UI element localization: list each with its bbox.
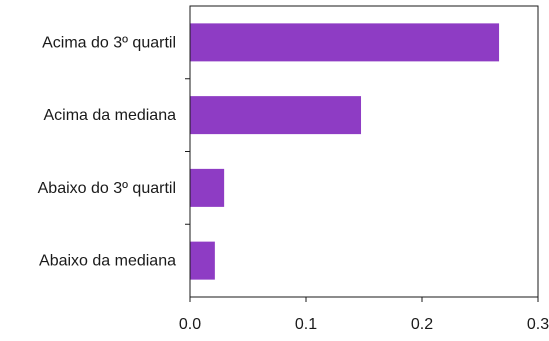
x-tick-label: 0.2 (411, 316, 433, 333)
x-tick-label: 0.1 (295, 316, 317, 333)
category-label: Acima da mediana (43, 107, 176, 124)
x-tick-labels: 0.0 0.1 0.2 0.3 (179, 316, 549, 333)
category-label: Acima do 3º quartil (42, 34, 176, 51)
x-tick-label: 0.0 (179, 316, 201, 333)
bar (190, 168, 225, 207)
category-labels: Acima do 3º quartil Acima da mediana Abaix… (38, 34, 176, 269)
y-ticks (185, 78, 190, 225)
bars-layer (190, 23, 500, 280)
bar (190, 241, 215, 280)
x-tick-label: 0.3 (527, 316, 549, 333)
x-ticks (189, 297, 539, 302)
category-label: Abaixo da mediana (39, 253, 176, 270)
bar (190, 23, 500, 62)
category-label: Abaixo do 3º quartil (38, 180, 176, 197)
bar (190, 96, 362, 135)
